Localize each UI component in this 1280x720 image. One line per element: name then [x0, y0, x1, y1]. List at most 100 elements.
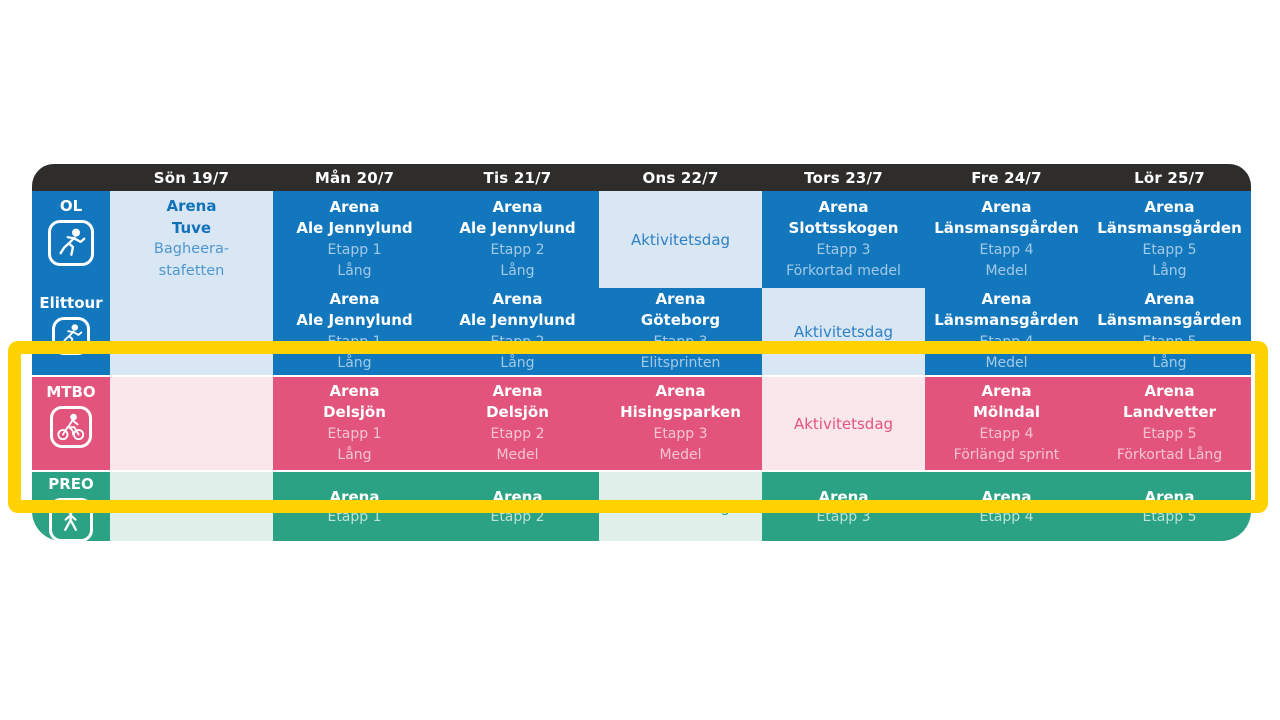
event-line: Delsjön: [486, 403, 549, 421]
event-line: Slottsskogen: [788, 219, 899, 237]
event-line: Medel: [659, 447, 702, 463]
event-line: Etapp 4: [979, 241, 1034, 258]
event-line: Arena: [329, 381, 380, 400]
event-cell: Arena Delsjön Etapp 1 Lång: [273, 375, 436, 470]
info-line: Tuve: [171, 218, 212, 237]
event-line: Etapp 1: [327, 241, 382, 258]
event-line: Medel: [985, 263, 1028, 279]
event-cell: Arena Ale Jennylund Etapp 2 Lång: [436, 288, 599, 375]
event-line: Mölndal: [972, 403, 1041, 421]
event-line: Arena: [492, 197, 543, 216]
event-line: Etapp 5: [1142, 241, 1197, 258]
event-line: Ale Jennylund: [296, 311, 413, 329]
event-line: Medel: [985, 355, 1028, 371]
event-line: Länsmansgården: [1097, 219, 1242, 237]
header-corner: [32, 164, 110, 191]
row-label-elittour: Elittour: [32, 288, 110, 375]
event-line: Förkortad Lång: [1116, 447, 1223, 463]
header-day: Tis 21/7: [436, 164, 599, 191]
event-line: Arena: [1144, 197, 1195, 216]
event-cell: Arena Ale Jennylund Etapp 1 Lång: [273, 191, 436, 288]
event-line: Arena: [981, 289, 1032, 308]
event-line: Förlängd sprint: [953, 447, 1060, 463]
activity-label: Aktivitetsdag: [793, 322, 894, 341]
event-line: Lång: [1152, 263, 1187, 279]
header-day: Sön 19/7: [110, 164, 273, 191]
event-cell: Arena Länsmansgården Etapp 5 Lång: [1088, 191, 1251, 288]
info-line: stafetten: [158, 262, 225, 279]
event-line: Lång: [500, 263, 535, 279]
activity-cell: Aktivitetsdag: [762, 288, 925, 375]
event-line: Arena: [818, 197, 869, 216]
event-cell: Arena Länsmansgården Etapp 4 Medel: [925, 288, 1088, 375]
row-label: Elittour: [39, 294, 103, 312]
event-line: Ale Jennylund: [459, 219, 576, 237]
row-label: MTBO: [46, 383, 96, 401]
event-line: Arena: [1144, 289, 1195, 308]
activity-label: Aktivitetsdag: [630, 230, 731, 249]
header-day: Ons 22/7: [599, 164, 762, 191]
event-line: Etapp 3: [653, 425, 708, 442]
event-cell: Arena Ale Jennylund Etapp 2 Lång: [436, 191, 599, 288]
event-line: Lång: [1152, 355, 1187, 371]
event-cell: Arena Ale Jennylund Etapp 1 Lång: [273, 288, 436, 375]
event-cell: Arena Mölndal Etapp 4 Förlängd sprint: [925, 375, 1088, 470]
event-line: Arena: [329, 197, 380, 216]
event-cell: Arena Slottsskogen Etapp 3 Förkortad medel: [762, 191, 925, 288]
header-day: Lör 25/7: [1088, 164, 1251, 191]
event-line: Arena: [981, 197, 1032, 216]
event-line: Etapp 3: [816, 241, 871, 258]
event-line: Arena: [1144, 381, 1195, 400]
cyclist-icon: [50, 406, 92, 448]
event-line: Lång: [337, 447, 372, 463]
event-line: Länsmansgården: [934, 219, 1079, 237]
event-line: Lång: [500, 355, 535, 371]
event-line: Arena: [981, 381, 1032, 400]
event-cell: Arena Landvetter Etapp 5 Förkortad Lång: [1088, 375, 1251, 470]
event-line: Etapp 1: [327, 425, 382, 442]
event-line: Förkortad medel: [786, 263, 901, 279]
header-day: Tors 23/7: [762, 164, 925, 191]
row-label-mtbo: MTBO: [32, 375, 110, 470]
event-line: Lång: [337, 355, 372, 371]
event-line: Medel: [496, 447, 539, 463]
event-line: Ale Jennylund: [459, 311, 576, 329]
row-label: OL: [59, 197, 83, 215]
event-cell: Arena Göteborg Etapp 3 Elitsprinten: [599, 288, 762, 375]
activity-cell: Aktivitetsdag: [599, 191, 762, 288]
event-line: Landvetter: [1123, 403, 1216, 421]
event-line: Göteborg: [640, 311, 721, 329]
header-day: Fre 24/7: [925, 164, 1088, 191]
event-cell: Arena Hisingsparken Etapp 3 Medel: [599, 375, 762, 470]
row-label-ol: OL: [32, 191, 110, 288]
event-cell: Arena Länsmansgården Etapp 4 Medel: [925, 191, 1088, 288]
person-icon: [49, 498, 93, 541]
info-line: Bagheera-: [153, 241, 230, 257]
event-line: Länsmansgården: [934, 311, 1079, 329]
empty-cell: [110, 375, 273, 470]
event-line: Lång: [337, 263, 372, 279]
event-line: Arena: [655, 381, 706, 400]
activity-cell: Aktivitetsdag: [762, 375, 925, 470]
event-cell: Arena Länsmansgården Etapp 5 Lång: [1088, 288, 1251, 375]
runner-icon: [48, 220, 94, 266]
event-line: Arena: [655, 289, 706, 308]
event-line: Elitsprinten: [640, 355, 721, 371]
event-line: Arena: [492, 381, 543, 400]
row-label: PREO: [48, 475, 94, 493]
event-line: Delsjön: [323, 403, 386, 421]
event-line: Etapp 4: [979, 425, 1034, 442]
event-line: Arena: [492, 289, 543, 308]
event-line: Etapp 2: [490, 425, 545, 442]
header-day: Mån 20/7: [273, 164, 436, 191]
event-line: Etapp 5: [1142, 425, 1197, 442]
info-line: Arena: [166, 197, 217, 215]
event-line: Etapp 2: [490, 241, 545, 258]
highlight-rectangle: [8, 341, 1268, 513]
event-line: Hisingsparken: [620, 403, 741, 421]
activity-label: Aktivitetsdag: [793, 414, 894, 433]
event-cell: Arena Delsjön Etapp 2 Medel: [436, 375, 599, 470]
event-line: Ale Jennylund: [296, 219, 413, 237]
event-line: Länsmansgården: [1097, 311, 1242, 329]
